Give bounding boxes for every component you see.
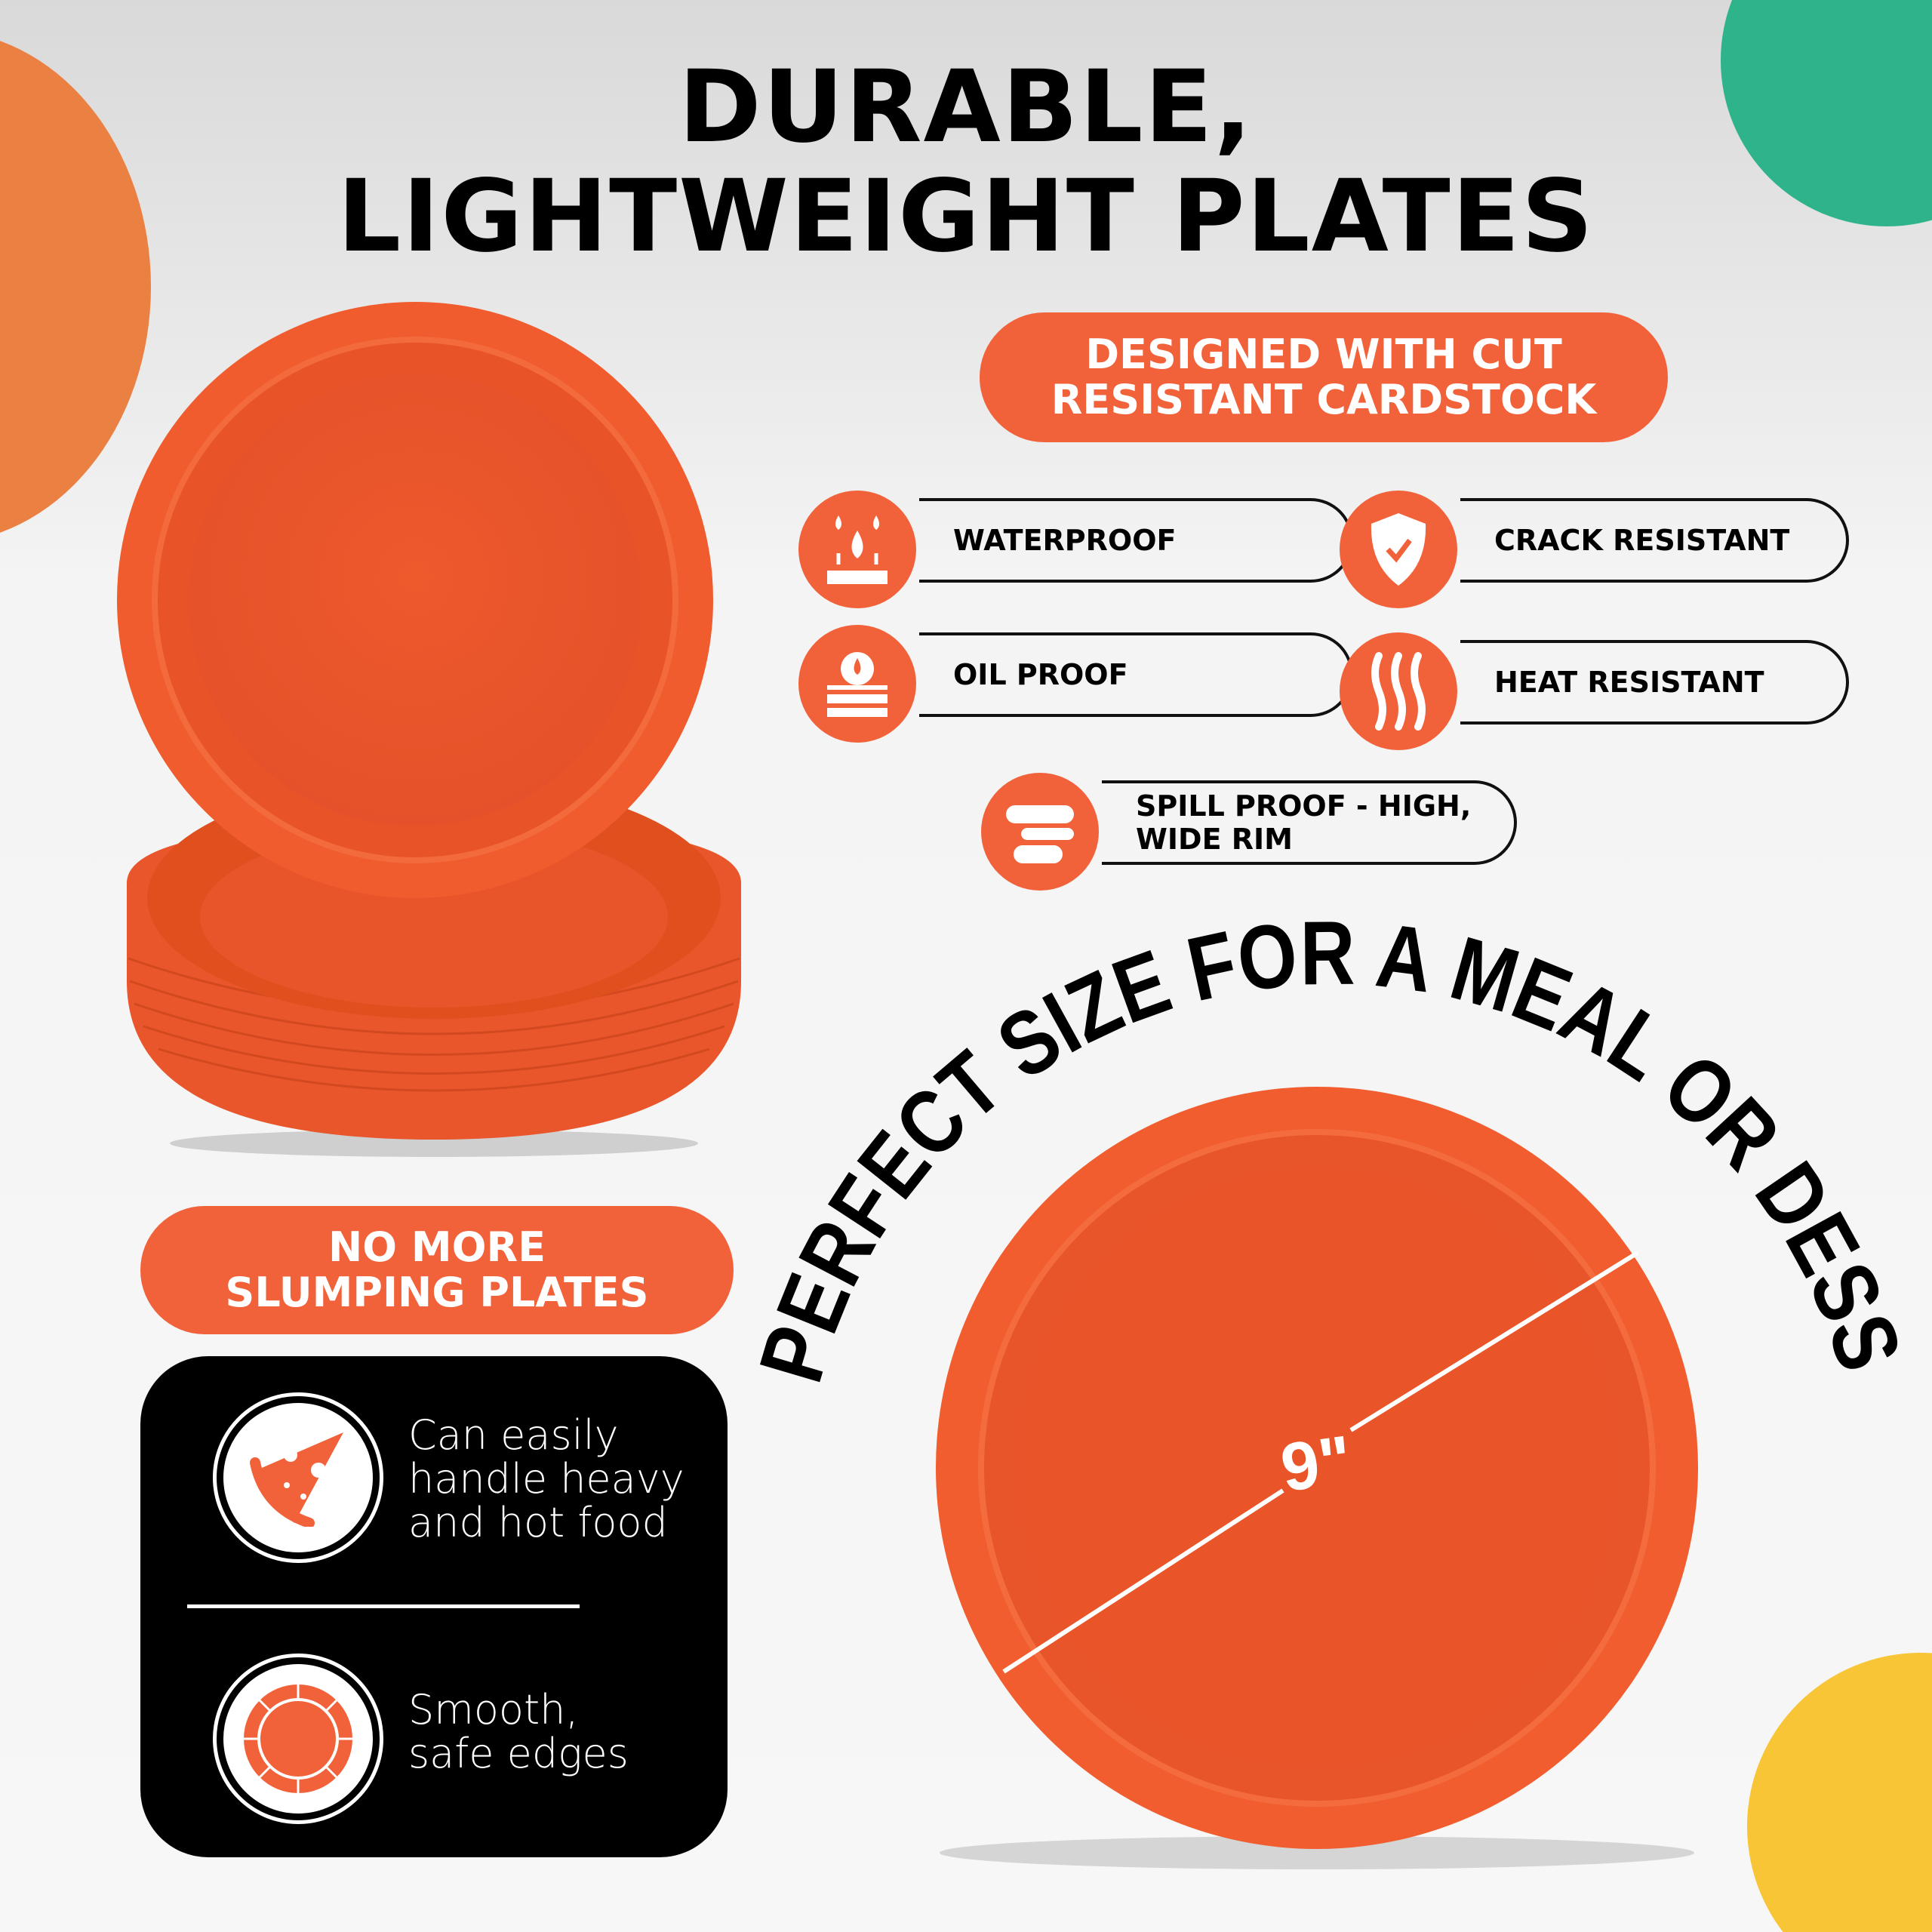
benefit-text-edges: Smooth, safe edges [408,1688,629,1776]
feature-label: WATERPROOF [919,498,1353,583]
feature-label: OIL PROOF [919,632,1353,717]
orange-decor-circle [0,41,151,533]
feature-label: HEAT RESISTANT [1460,640,1849,724]
slumping-badge-line-2: SLUMPING PLATES [225,1269,649,1316]
benefit-icon-ring [213,1392,383,1563]
plate-rim-icon [981,773,1099,891]
oil-drop-icon [798,625,916,743]
feature-label: CRACK RESISTANT [1460,498,1849,583]
pizza-icon [250,1432,343,1527]
headline-line-1: DURABLE, [678,49,1254,165]
feature-label: SPILL PROOF - HIGH, WIDE RIM [1102,780,1517,865]
benefit-line: safe edges [408,1730,629,1777]
cardstock-badge-line-1: DESIGNED WITH CUT [1085,331,1562,378]
benefit-line: Smooth, [408,1686,579,1734]
plate-stack-image [117,302,741,1157]
benefits-panel: Can easily handle heavy and hot food Smo… [140,1356,728,1857]
green-decor-circle [1721,0,1932,226]
slumping-badge-line-1: NO MORE [328,1223,546,1271]
plate-edge-icon [244,1684,352,1793]
headline-line-2: LIGHTWEIGHT PLATES [337,158,1595,275]
benefit-text-heavy: Can easily handle heavy and hot food [408,1414,685,1545]
benefit-line: handle heavy [408,1455,685,1503]
size-label: 9" [1276,1422,1356,1506]
benefit-line: Can easily [408,1411,619,1459]
cardstock-badge-line-2: RESISTANT CARDSTOCK [1051,376,1597,423]
yellow-decor-circle [1747,1653,1932,1932]
headline: DURABLE, LIGHTWEIGHT PLATES [0,53,1932,272]
cardstock-badge: DESIGNED WITH CUT RESISTANT CARDSTOCK [980,312,1668,442]
shield-check-icon [1340,491,1457,608]
benefit-line: and hot food [408,1499,668,1546]
water-drop-icon [798,491,916,608]
arc-headline: PERFECT SIZE FOR A MEAL OR DESSERT [0,0,1921,1392]
slumping-badge: NO MORE SLUMPING PLATES [140,1206,734,1334]
diameter-line [1002,1488,1284,1674]
divider [187,1604,580,1608]
benefit-icon-ring [213,1654,383,1824]
arc-headline-text: PERFECT SIZE FOR A MEAL OR DESSERT [0,0,1921,1392]
heat-waves-icon [1340,632,1457,750]
